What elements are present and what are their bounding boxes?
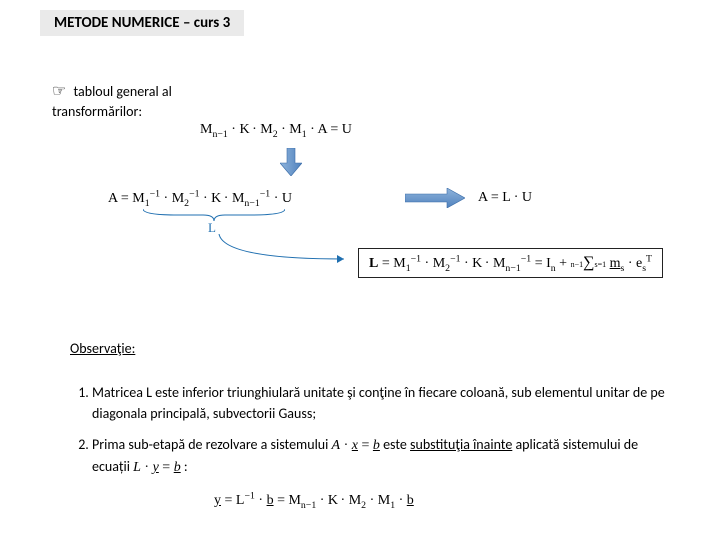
arrow-down-icon xyxy=(280,148,302,176)
equation-chain: Mn−1 · K · M2 · M1 · A = U xyxy=(200,122,352,140)
obs2-emph: substituţia înainte xyxy=(410,436,512,453)
obs2-eqn1: A · x = b xyxy=(332,438,380,453)
observation-item-2: Prima sub-etapă de rezolvare a sistemulu… xyxy=(92,434,677,478)
pointer-icon: ☞ xyxy=(52,82,66,101)
arrow-right-icon xyxy=(405,188,465,208)
observation-list: Matricea L este inferior triunghiulară u… xyxy=(72,382,677,488)
course-title: METODE NUMERICE – curs 3 xyxy=(40,10,244,36)
equation-y: y = L−1 · b = Mn−1 · K · M2 · M1 · b xyxy=(214,490,414,510)
obs2-pre: Prima sub-etapă de rezolvare a sistemulu… xyxy=(92,436,332,453)
eq4-content: L = M1−1 · M2−1 · K · Mn−1−1 = In + n−1∑… xyxy=(369,256,652,271)
equation-a-inverse: A = M1−1 · M2−1 · K · Mn−1−1 · U xyxy=(108,188,292,208)
observation-item-1: Matricea L este inferior triunghiulară u… xyxy=(92,382,677,424)
eq2-content: A = M1−1 · M2−1 · K · Mn−1−1 · U xyxy=(108,191,292,206)
observation-title: Observaţie: xyxy=(70,340,135,357)
eq5-content: y = L−1 · b = Mn−1 · K · M2 · M1 · b xyxy=(214,493,414,508)
eq3-content: A = L · U xyxy=(478,190,532,205)
obs2-eqn2: L · y = b xyxy=(133,460,181,475)
intro-label: tabloul general al transformărilor: xyxy=(52,83,172,120)
obs1-text: Matricea L este inferior triunghiulară u… xyxy=(92,384,665,422)
equation-l-def-box: L = M1−1 · M2−1 · K · Mn−1−1 = In + n−1∑… xyxy=(358,248,663,278)
obs2-colon: : xyxy=(181,458,188,475)
intro-text: ☞ tabloul general al transformărilor: xyxy=(52,82,232,121)
obs2-post-a: este xyxy=(380,436,410,453)
equation-alu: A = L · U xyxy=(478,190,532,206)
curve-arrow-icon xyxy=(214,234,354,266)
eq1-content: Mn−1 · K · M2 · M1 · A = U xyxy=(200,122,352,137)
